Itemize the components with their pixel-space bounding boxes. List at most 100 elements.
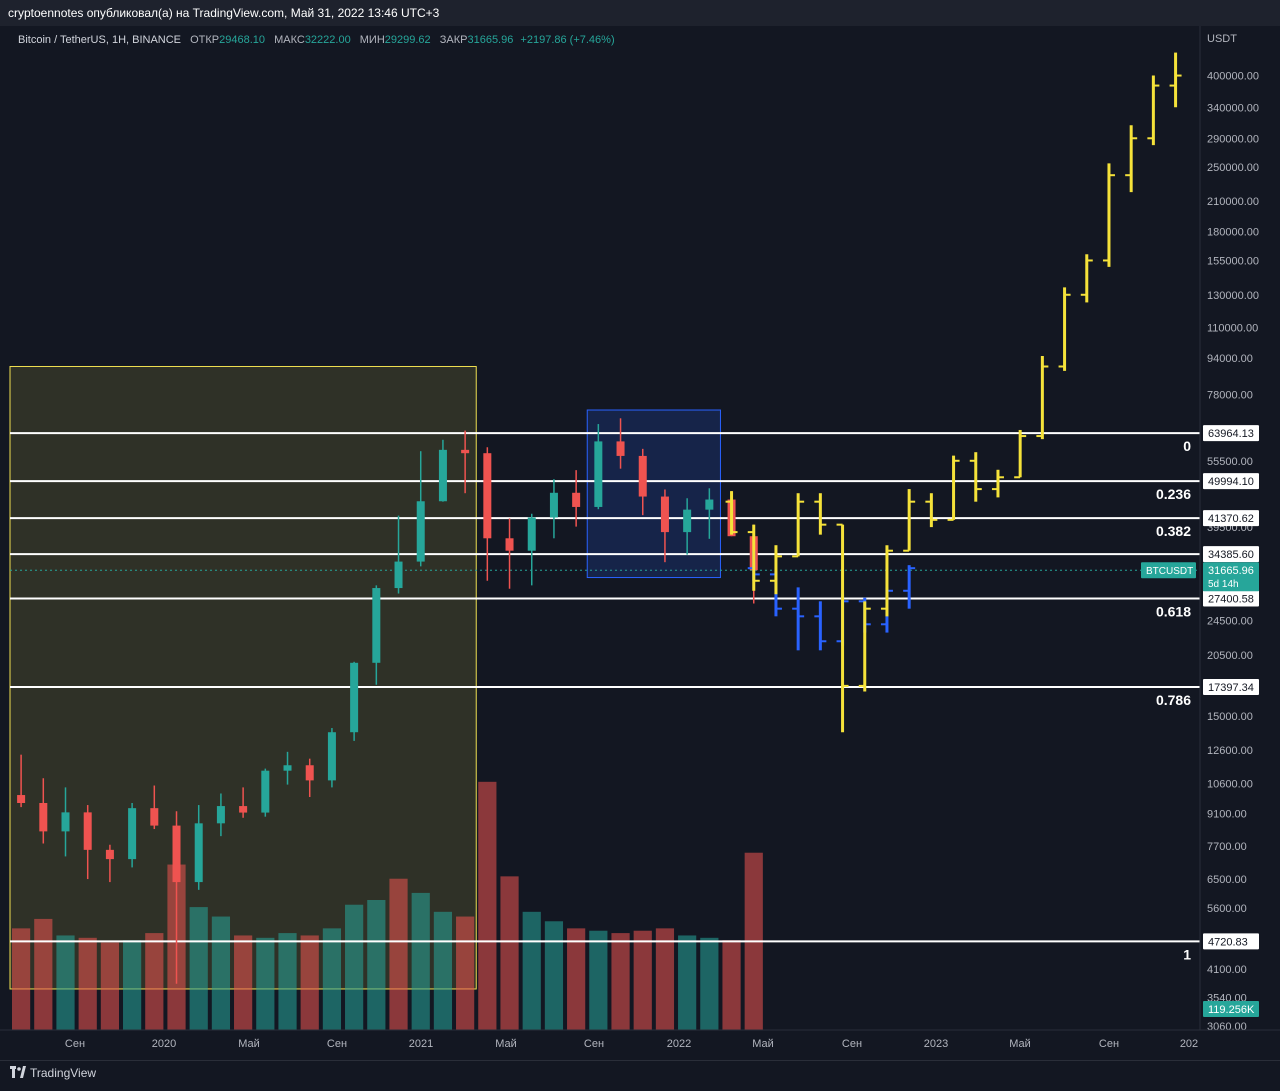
candle-body-25: [572, 492, 581, 507]
fib-ratio-label-5: 0.786: [1156, 692, 1191, 708]
price-chart[interactable]: 0 0.236 0.382 0.618 0.786 1 USDT 400000.00 34000…: [0, 0, 1280, 1060]
candle-body-26: [594, 441, 603, 507]
x-tick-label-7: 2022: [667, 1038, 691, 1050]
candle-body-13: [305, 765, 314, 781]
y-tick-label-15: 15000.00: [1207, 711, 1253, 723]
volume-bar-11: [256, 937, 275, 1030]
volume-bar-32: [722, 940, 741, 1030]
y-tick-label-13: 24500.00: [1207, 615, 1253, 627]
volume-bar-22: [500, 876, 519, 1030]
volume-bar-8: [189, 907, 208, 1030]
y-tick-label-9: 94000.00: [1207, 353, 1253, 365]
y-tick-label-0: 400000.00: [1207, 71, 1259, 83]
high-value: 32222.00: [304, 34, 351, 46]
candle-body-12: [283, 765, 292, 771]
volume-bar-25: [567, 928, 586, 1030]
volume-bar-26: [589, 930, 608, 1030]
fib-price-text-6: 4720.83: [1208, 936, 1248, 948]
candle-body-11: [261, 770, 270, 813]
x-tick-label-8: Май: [752, 1038, 774, 1050]
price-axis-bg: [1200, 26, 1280, 1060]
y-tick-label-20: 6500.00: [1207, 874, 1247, 886]
fib-price-text-5: 17397.34: [1208, 682, 1254, 694]
fib-price-badge-5: [1203, 679, 1259, 696]
candle-body-14: [327, 732, 336, 781]
open-label: ОТКР: [190, 34, 220, 46]
volume-bar-21: [478, 781, 497, 1030]
x-tick-label-6: Сен: [584, 1038, 604, 1050]
y-tick-label-18: 9100.00: [1207, 808, 1247, 820]
tradingview-logo-text: TradingView: [30, 1066, 97, 1080]
volume-bar-12: [278, 933, 297, 1030]
fib-price-badge-2: [1203, 510, 1259, 527]
symbol-badge: [1141, 562, 1196, 579]
volume-bar-27: [611, 933, 630, 1030]
current-price-badge: [1203, 562, 1259, 592]
countdown-text: 5d 14h: [1208, 579, 1239, 590]
x-tick-label-9: Сен: [842, 1038, 862, 1050]
fib-price-badge-1: [1203, 473, 1259, 490]
candle-body-24: [549, 492, 558, 518]
y-tick-label-6: 155000.00: [1207, 255, 1259, 267]
fib-ratio-label-4: 0.618: [1156, 603, 1191, 619]
x-tick-label-1: 2020: [152, 1038, 176, 1050]
candle-body-27: [616, 441, 625, 456]
y-tick-label-8: 110000.00: [1207, 322, 1258, 334]
volume-bar-15: [345, 904, 364, 1030]
x-tick-label-2: Май: [238, 1038, 260, 1050]
symbol-badge-text: BTCUSDT: [1146, 566, 1193, 577]
volume-bar-1: [34, 918, 53, 1030]
candle-body-30: [683, 509, 692, 533]
candle-body-2: [61, 812, 70, 832]
volume-bar-19: [433, 911, 453, 1030]
volume-bar-16: [367, 900, 386, 1030]
volume-bar-4: [100, 942, 120, 1030]
price-axis-currency: USDT: [1207, 33, 1237, 45]
x-tick-label-5: Май: [495, 1038, 517, 1050]
candle-body-1: [39, 803, 48, 832]
tradingview-logo[interactable]: TradingView: [10, 1066, 96, 1080]
symbol-name: Bitcoin / TetherUS, 1H, BINANCE: [18, 34, 182, 46]
fib-price-text-0: 63964.13: [1208, 428, 1254, 440]
volume-bar-5: [123, 940, 142, 1030]
fib-ratio-label-0: 0: [1183, 438, 1191, 454]
fib-price-text-2: 41370.62: [1208, 513, 1254, 525]
x-tick-label-13: 202: [1180, 1038, 1198, 1050]
volume-bar-10: [234, 935, 253, 1030]
current-price-text: 31665.96: [1208, 565, 1254, 577]
low-label: МИН: [359, 34, 385, 46]
x-tick-label-12: Сен: [1099, 1038, 1119, 1050]
candle-body-6: [150, 808, 159, 826]
volume-bar-28: [633, 930, 652, 1030]
symbol-legend: Bitcoin / TetherUS, 1H, BINANCE ОТКР2946…: [18, 34, 615, 46]
volume-bar-23: [522, 911, 541, 1030]
y-tick-label-2: 290000.00: [1207, 133, 1259, 145]
fib-price-text-3: 34385.60: [1208, 549, 1254, 561]
y-tick-label-21: 5600.00: [1207, 903, 1247, 915]
close-value: 31665.96: [467, 34, 514, 46]
y-tick-label-7: 130000.00: [1207, 290, 1259, 302]
candle-body-18: [416, 501, 425, 562]
chart-area[interactable]: [0, 26, 1280, 1060]
publish-header: cryptoennotes опубликовал(а) на TradingV…: [0, 0, 1280, 26]
candle-body-29: [660, 496, 669, 533]
y-tick-label-14: 20500.00: [1207, 650, 1253, 662]
candle-body-23: [527, 517, 536, 551]
candle-body-16: [372, 588, 381, 663]
candle-body-3: [83, 812, 92, 850]
tradingview-logo-icon: [10, 1066, 26, 1078]
x-tick-label-0: Сен: [65, 1038, 85, 1050]
volume-bar-3: [78, 937, 97, 1030]
volume-bar-17: [389, 878, 408, 1030]
y-tick-label-10: 78000.00: [1207, 389, 1253, 401]
volume-bar-14: [322, 928, 342, 1030]
volume-bar-13: [300, 935, 319, 1030]
x-tick-label-3: Сен: [327, 1038, 347, 1050]
y-tick-label-4: 210000.00: [1207, 196, 1259, 208]
candle-body-10: [239, 806, 248, 813]
volume-badge: [1203, 1001, 1259, 1017]
candle-body-22: [505, 538, 514, 551]
y-tick-label-1: 340000.00: [1207, 102, 1259, 114]
candle-body-20: [461, 449, 470, 454]
open-value: 29468.10: [219, 34, 266, 46]
